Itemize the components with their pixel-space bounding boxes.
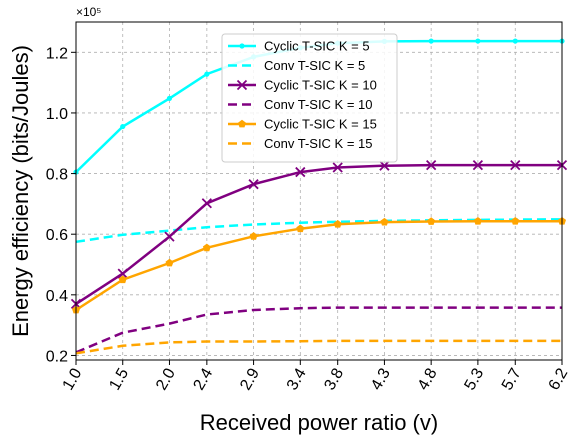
series-line	[75, 306, 562, 354]
series-line	[75, 218, 563, 244]
series-cyclic-t-sic-k-10	[70, 159, 568, 310]
legend-item: Cyclic T-SIC K = 5	[228, 39, 370, 54]
data-point	[295, 166, 306, 178]
data-point	[165, 258, 174, 267]
data-point	[204, 71, 210, 77]
data-point	[332, 162, 343, 173]
y-scale-label: ×10⁵	[76, 5, 101, 19]
data-point	[512, 38, 518, 44]
legend-box	[221, 33, 398, 163]
data-point	[201, 198, 212, 209]
data-point	[238, 119, 246, 128]
legend-item: Cyclic T-SIC K = 15	[228, 117, 377, 132]
x-tick-label: 2.0	[153, 365, 179, 393]
x-tick-label: 2.4	[190, 365, 216, 393]
x-tick-label: 5.7	[499, 365, 525, 393]
data-point	[166, 95, 173, 101]
data-point	[239, 43, 245, 49]
legend-label: Conv T-SIC K = 5	[264, 58, 365, 73]
series-conv-t-sic-k-10	[75, 306, 562, 354]
y-tick-label: 0.2	[46, 348, 68, 365]
data-point	[379, 160, 390, 171]
x-tick-label: 6.2	[546, 365, 572, 393]
series-line	[75, 219, 562, 312]
data-point	[426, 159, 437, 171]
x-tick-label: 3.4	[284, 365, 310, 393]
x-tick-label: 2.9	[237, 365, 263, 393]
data-point	[120, 123, 126, 130]
data-point	[472, 159, 484, 171]
x-axis-label: Received power ratio (v)	[200, 410, 438, 435]
legend-label: Conv T-SIC K = 15	[264, 136, 373, 151]
x-tick-label: 4.3	[368, 365, 394, 393]
legend-item: Conv T-SIC K = 15	[228, 136, 373, 151]
y-tick-label: 1.0	[46, 106, 68, 123]
legend-label: Cyclic T-SIC K = 5	[264, 39, 370, 54]
y-axis-label: Energy efficiency (bits/Joules)	[8, 45, 33, 337]
legend-label: Cyclic T-SIC K = 15	[264, 117, 377, 132]
x-tick-label: 1.5	[106, 365, 132, 393]
legend-item: Cyclic T-SIC K = 10	[228, 78, 377, 93]
legend-label: Conv T-SIC K = 10	[264, 97, 373, 112]
series-conv-t-sic-k-15	[75, 339, 562, 355]
legend: Cyclic T-SIC K = 5 Conv T-SIC K = 5 Cyclic…	[221, 33, 398, 163]
x-tick-label: 5.3	[462, 365, 488, 393]
data-point	[164, 231, 175, 242]
data-point	[428, 38, 434, 44]
data-point	[427, 217, 436, 225]
legend-item: Conv T-SIC K = 5	[228, 58, 365, 73]
y-tick-label: 1.2	[46, 45, 68, 62]
data-point	[380, 217, 389, 226]
data-point	[117, 268, 128, 279]
data-point	[473, 217, 482, 225]
data-point	[333, 220, 342, 228]
data-point	[236, 79, 248, 91]
data-point	[248, 179, 259, 190]
plot-frame	[75, 21, 563, 361]
data-point	[249, 232, 258, 240]
data-point	[296, 224, 305, 233]
x-tick-label: 4.8	[415, 365, 441, 393]
data-point	[475, 38, 481, 44]
x-tick-label: 1.0	[60, 365, 86, 393]
data-point	[511, 217, 520, 225]
data-point	[510, 159, 521, 171]
series-line	[75, 339, 562, 355]
y-tick-label: 0.6	[46, 227, 68, 244]
legend-label: Cyclic T-SIC K = 10	[264, 78, 377, 93]
y-tick-label: 0.4	[46, 288, 68, 305]
x-tick-label: 3.8	[321, 365, 347, 393]
series-cyclic-t-sic-k-15	[72, 217, 566, 314]
legend-item: Conv T-SIC K = 10	[228, 97, 373, 112]
series-conv-t-sic-k-5	[75, 218, 563, 244]
data-point	[202, 243, 211, 252]
series-line	[75, 163, 562, 305]
data-point	[118, 275, 127, 284]
y-tick-label: 0.8	[46, 167, 68, 184]
